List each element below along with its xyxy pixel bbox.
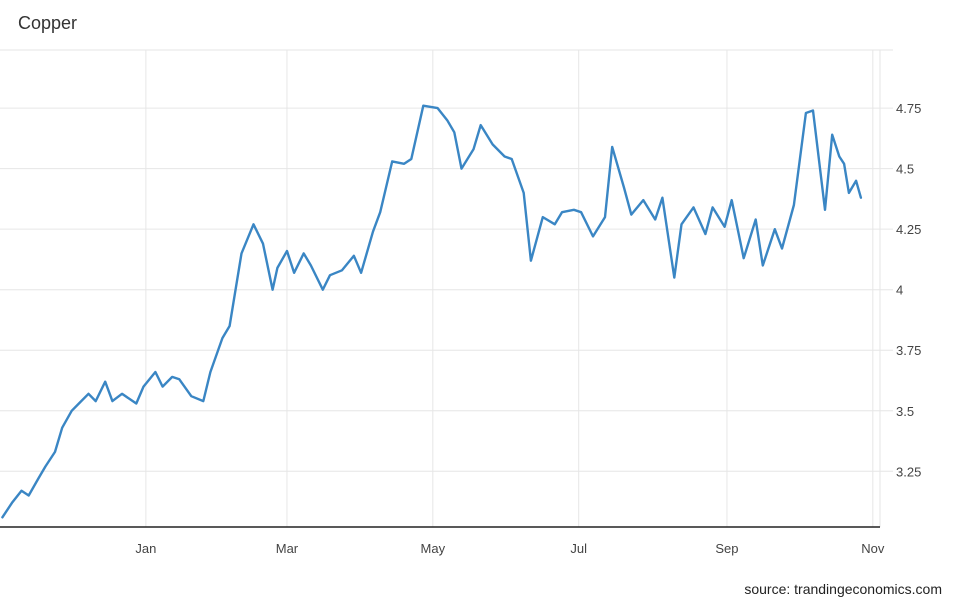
x-tick-label: Sep <box>715 541 738 556</box>
y-tick-label: 4.25 <box>896 222 921 237</box>
x-axis: Jan Mar May Jul Sep Nov <box>135 541 884 556</box>
series-line <box>1 104 863 519</box>
x-tick-label: Jul <box>570 541 587 556</box>
y-tick-label: 3.25 <box>896 464 921 479</box>
y-tick-label: 3.75 <box>896 343 921 358</box>
y-tick-label: 4.5 <box>896 162 914 177</box>
x-tick-label: May <box>421 541 446 556</box>
source-credit: source: trandingeconomics.com <box>744 581 942 597</box>
series-layer <box>1 104 863 519</box>
grid-layer <box>0 49 893 527</box>
chart-title: Copper <box>18 13 78 33</box>
x-tick-label: Jan <box>135 541 156 556</box>
y-tick-label: 3.5 <box>896 404 914 419</box>
x-tick-label: Mar <box>276 541 299 556</box>
x-tick-label: Nov <box>861 541 885 556</box>
y-tick-label: 4 <box>896 283 903 298</box>
y-axis: 3.25 3.5 3.75 4 4.25 4.5 4.75 <box>896 101 921 479</box>
y-tick-label: 4.75 <box>896 101 921 116</box>
